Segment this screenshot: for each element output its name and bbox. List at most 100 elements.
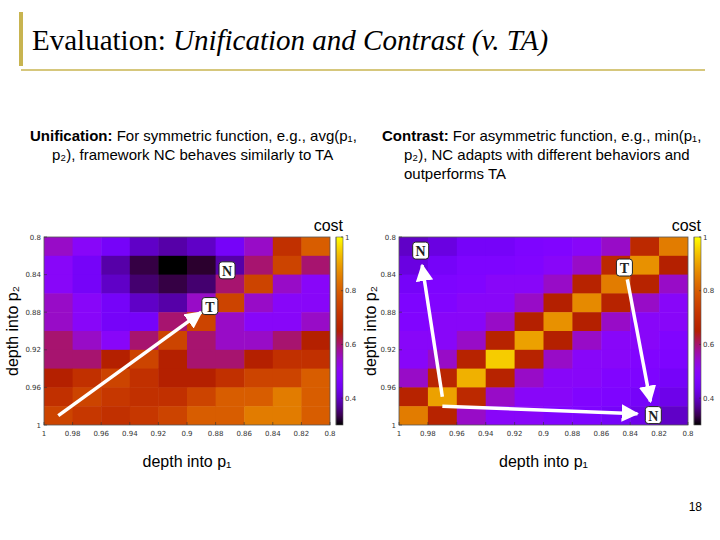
- heatmap-cell: [216, 350, 245, 369]
- x-tick-label: 0.88: [565, 430, 581, 438]
- heatmap-cell: [572, 293, 601, 312]
- arrows: [422, 265, 650, 414]
- heatmap-cell: [515, 350, 544, 369]
- x-tick-label: 1: [42, 430, 46, 438]
- heatmap-cell: [457, 237, 486, 256]
- x-tick-label: 1: [397, 430, 401, 438]
- annotation-box: [413, 242, 429, 259]
- heatmap-cell: [44, 312, 73, 331]
- heatmap-cell: [73, 256, 102, 275]
- heatmap-cell: [428, 256, 457, 275]
- arrow: [442, 406, 637, 414]
- x-tick: [187, 422, 188, 425]
- title-rule: [21, 69, 705, 71]
- colorbar-tick-label: 0.6: [345, 341, 357, 349]
- y-tick: [399, 425, 402, 426]
- x-axis-label: depth into p₁: [499, 453, 588, 470]
- annotation-box: [202, 298, 218, 315]
- heatmap-cell: [73, 312, 102, 331]
- heatmap-cell: [544, 256, 573, 275]
- heatmap-cell: [44, 275, 73, 294]
- heatmap-cell: [44, 350, 73, 369]
- heatmap-cell: [572, 350, 601, 369]
- heatmap-cell: [273, 350, 302, 369]
- heatmap-cell: [572, 312, 601, 331]
- colorbar-tick: [341, 237, 343, 238]
- heatmap-cell: [428, 350, 457, 369]
- y-tick-label: 1: [37, 422, 41, 430]
- y-tick: [399, 349, 402, 350]
- heatmap-cell: [428, 406, 457, 425]
- heatmap-cell: [572, 387, 601, 406]
- heatmap-cell: [244, 331, 273, 350]
- heatmap-cell: [572, 237, 601, 256]
- heatmap-cell: [44, 331, 73, 350]
- heatmap-cell: [73, 406, 102, 425]
- colorbar-tick: [699, 344, 701, 345]
- heatmap-cell: [273, 312, 302, 331]
- heatmap-cell: [399, 312, 428, 331]
- heatmap-cell: [101, 256, 130, 275]
- y-tick-label: 0.8: [385, 234, 396, 242]
- x-axis-label: depth into p₁: [142, 453, 231, 470]
- x-tick: [72, 422, 73, 425]
- x-tick-label: 0.84: [265, 430, 281, 438]
- colorbar-tick-label: 0.4: [703, 395, 715, 403]
- heatmap-cell: [601, 406, 630, 425]
- x-tick-label: 0.96: [449, 430, 465, 438]
- y-tick: [44, 387, 47, 388]
- heatmap-cell: [158, 406, 187, 425]
- heatmap-cell: [73, 350, 102, 369]
- heatmap-cell: [457, 331, 486, 350]
- heatmap-cell: [73, 237, 102, 256]
- title-text: Evaluation:: [32, 24, 166, 56]
- heatmap-cell: [572, 406, 601, 425]
- heatmap-cell: [399, 369, 428, 388]
- y-axis-label: depth into p₂: [4, 286, 21, 376]
- x-tick: [456, 422, 457, 425]
- heatmap-cell: [158, 275, 187, 294]
- heatmap-cell: [301, 350, 330, 369]
- y-tick: [399, 237, 402, 238]
- title-space: [166, 24, 173, 56]
- colorbar-label: cost: [314, 217, 344, 234]
- heatmap-cell: [101, 331, 130, 350]
- heatmap-cell: [273, 237, 302, 256]
- heatmap-cell: [101, 387, 130, 406]
- heatmap-cell: [216, 387, 245, 406]
- x-tick-label: 0.84: [622, 430, 638, 438]
- heatmap-cell: [659, 369, 688, 388]
- x-tick-label: 0.88: [208, 430, 224, 438]
- heatmap-cell: [301, 275, 330, 294]
- heatmap-cell: [101, 406, 130, 425]
- heatmap-cell: [130, 275, 159, 294]
- annotation: N: [645, 407, 661, 424]
- heatmap-cell: [44, 369, 73, 388]
- heatmap-cell: [187, 406, 216, 425]
- panel-text: Unification: For symmetric function, e.g…: [30, 126, 372, 164]
- heatmap-cell: [158, 387, 187, 406]
- heatmap-cell: [544, 387, 573, 406]
- x-tick-label: 0.9: [181, 430, 192, 438]
- heatmap-cell: [187, 237, 216, 256]
- heatmap-cell: [216, 293, 245, 312]
- heatmap-cell: [601, 275, 630, 294]
- heatmap-cell: [101, 293, 130, 312]
- heatmap-cell: [515, 387, 544, 406]
- heatmap-cell: [130, 369, 159, 388]
- x-tick: [427, 422, 428, 425]
- heatmap-cell: [399, 350, 428, 369]
- heatmap-cell: [457, 369, 486, 388]
- y-tick-label: 0.8: [30, 234, 41, 242]
- heatmap-cell: [130, 293, 159, 312]
- annotation-label: N: [222, 264, 232, 279]
- heatmap-cell: [216, 237, 245, 256]
- colorbar-label: cost: [672, 217, 702, 234]
- y-tick-label: 0.96: [25, 384, 41, 392]
- heatmap-cell: [399, 293, 428, 312]
- colorbar-range: [336, 237, 337, 425]
- heatmap-cell: [301, 293, 330, 312]
- heatmap-cell: [457, 256, 486, 275]
- arrows: [58, 312, 201, 415]
- colorbar-tick-label: 0.4: [345, 395, 357, 403]
